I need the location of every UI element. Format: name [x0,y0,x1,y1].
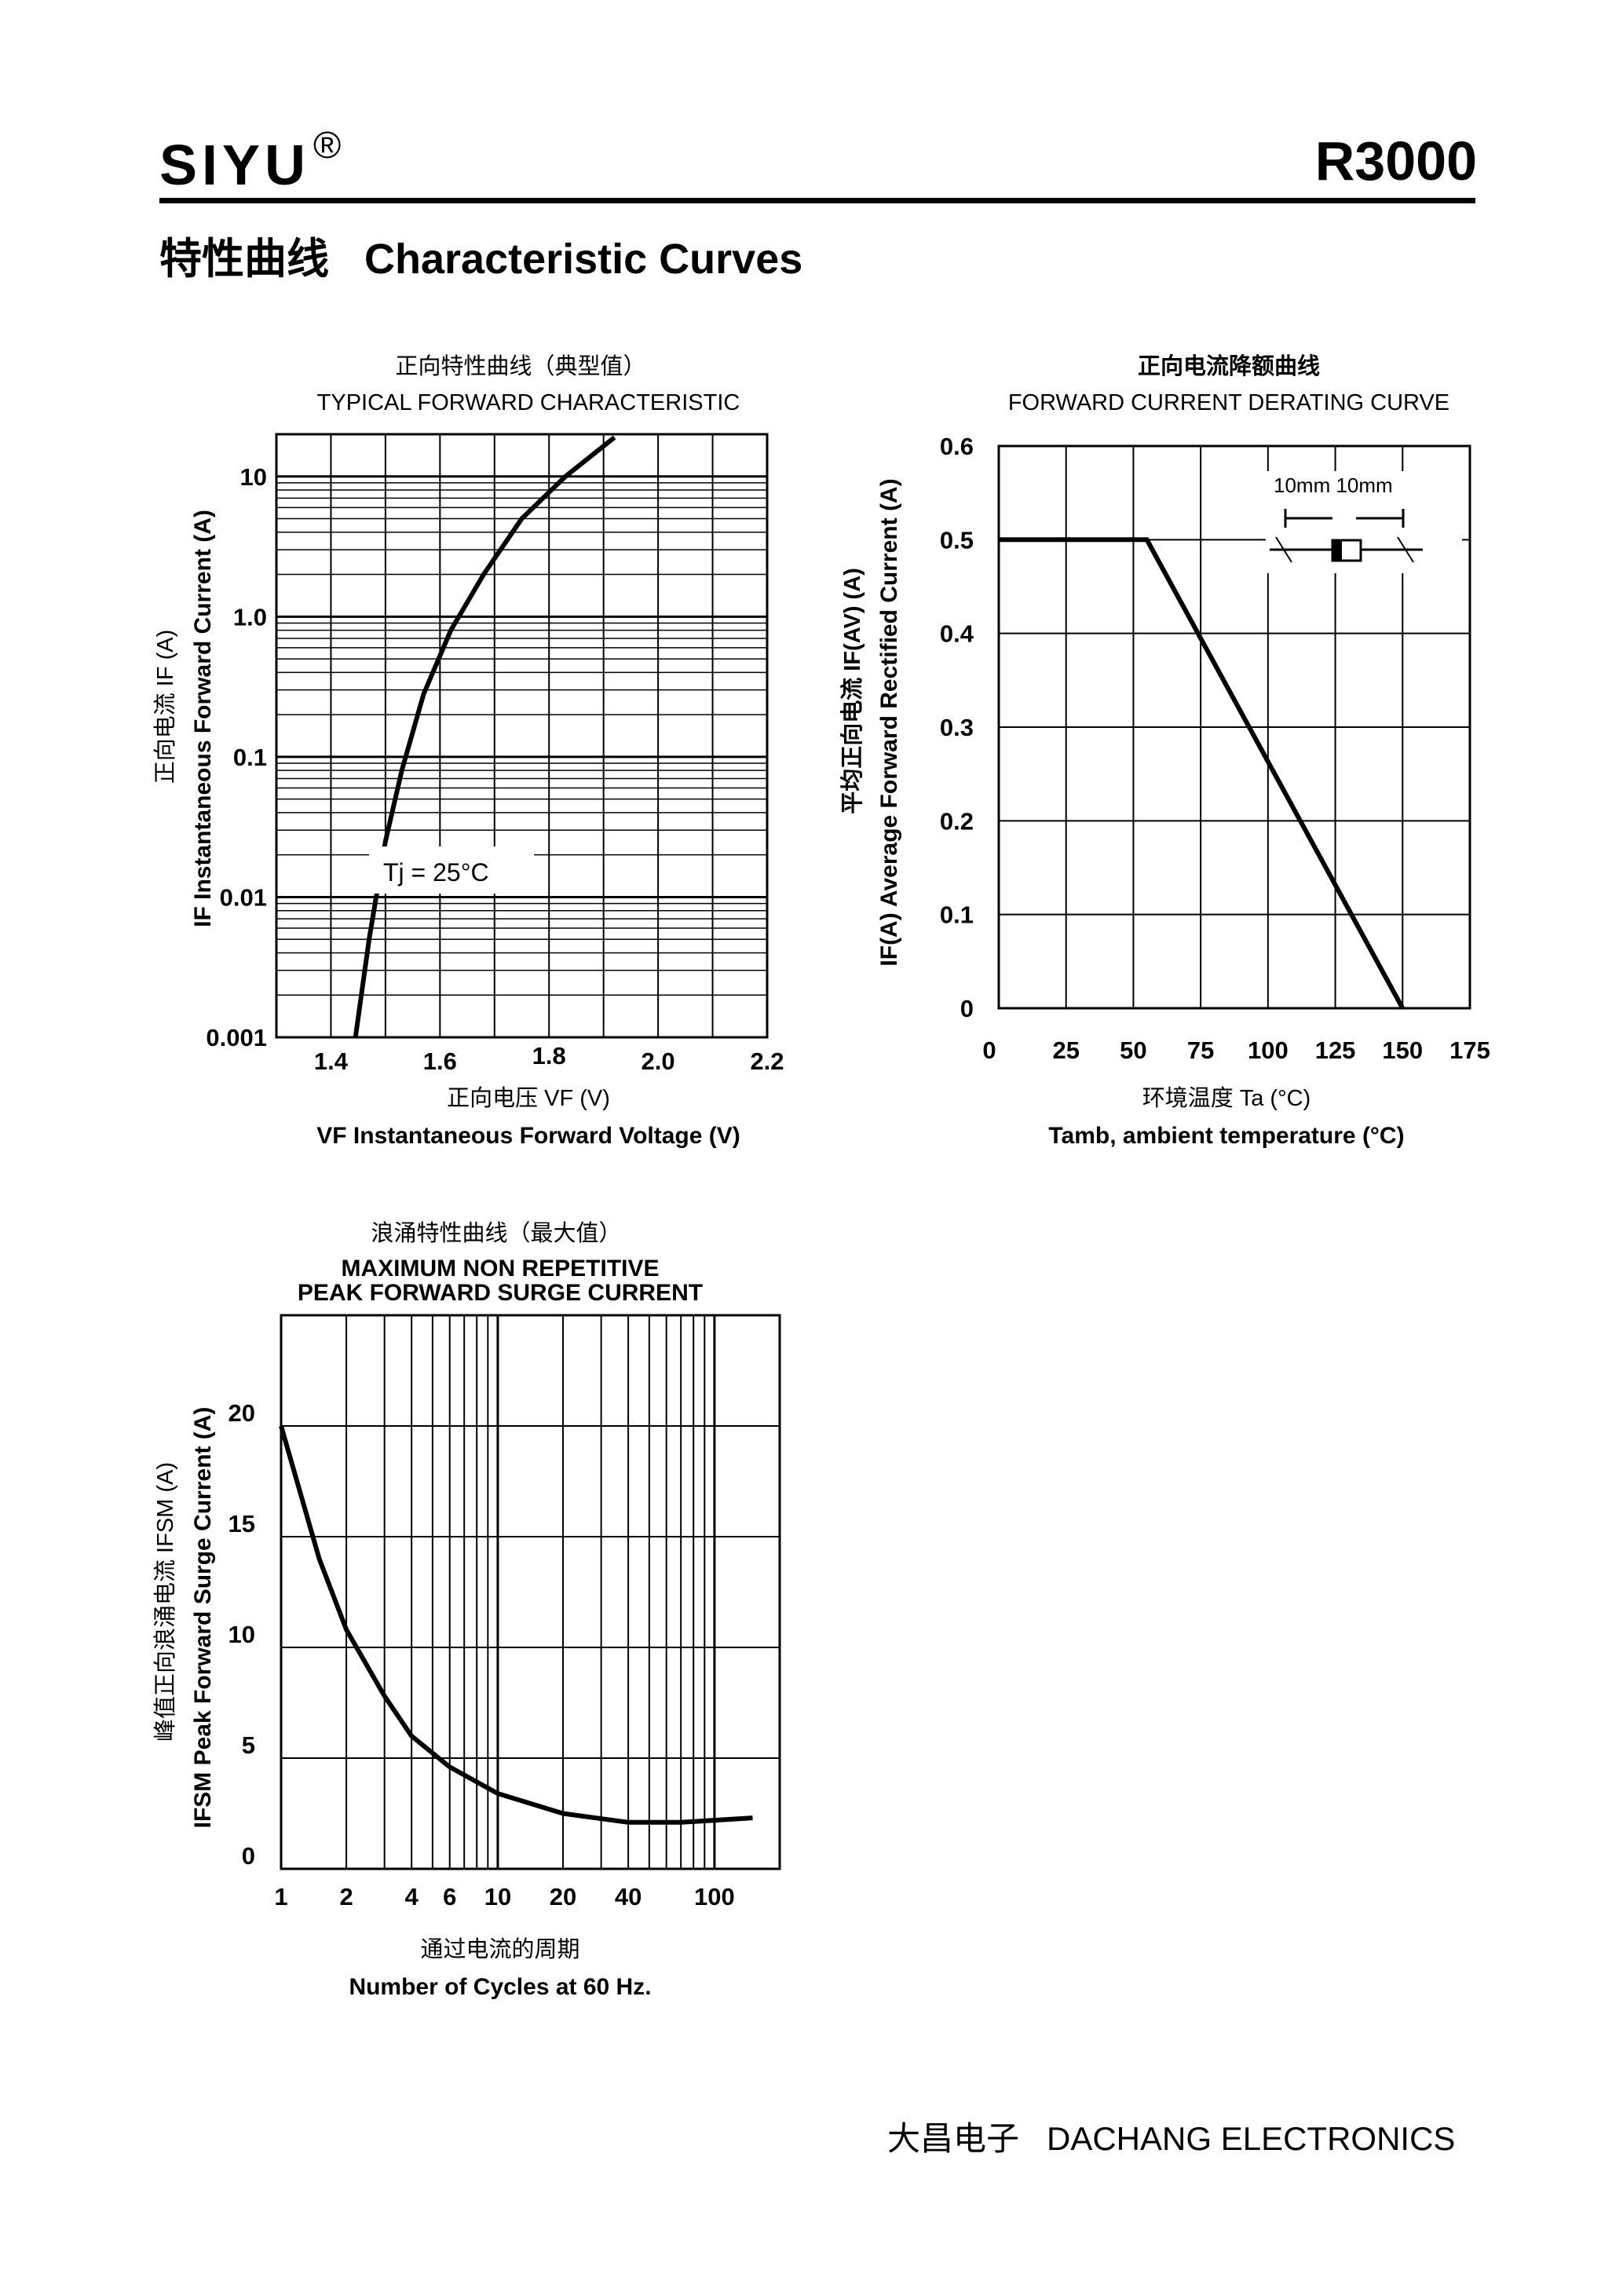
forward-annotation-bg [369,846,534,894]
forward-y-tick: 0.1 [233,744,267,771]
forward-series-line [353,435,616,1038]
brand-name: SIYU [159,134,311,197]
forward-title: TYPICAL FORWARD CHARACTERISTIC [317,390,740,415]
forward-x-tick: 1.4 [314,1047,349,1075]
footer-company: 大昌电子 DACHANG ELECTRONICS [887,2120,1456,2157]
forward-plot-frame [275,433,769,1039]
forward-title-cn: 正向特性曲线（典型值） [395,353,645,379]
section-title: 特性曲线 Characteristic Curves [159,236,803,283]
forward-y-tick: 0.01 [220,883,267,911]
forward-x-tick: 1.8 [532,1042,566,1069]
forward-x-tick: 2.0 [642,1047,675,1075]
forward-xlabel: VF Instantaneous Forward Voltage (V) [316,1123,740,1149]
forward-y-tick: 1.0 [233,603,267,631]
forward-y-tick: 10 [240,463,267,491]
forward-ylabel: IF Instantaneous Forward Current (A) [190,510,216,927]
forward-ylabel-cn: 正向电流 IF (A) [152,630,178,784]
forward-x-tick: 2.2 [750,1047,784,1075]
brand-logo: SIYU® [159,124,341,198]
forward-xlabel-cn: 正向电压 VF (V) [447,1085,610,1111]
forward-y-tick: 0.001 [206,1024,267,1051]
forward-x-tick: 1.6 [423,1047,457,1075]
part-number: R3000 [1314,130,1477,192]
registered-mark: ® [313,125,342,166]
forward-annotation: Tj = 25°C [383,858,489,887]
header-rule [159,198,1475,203]
